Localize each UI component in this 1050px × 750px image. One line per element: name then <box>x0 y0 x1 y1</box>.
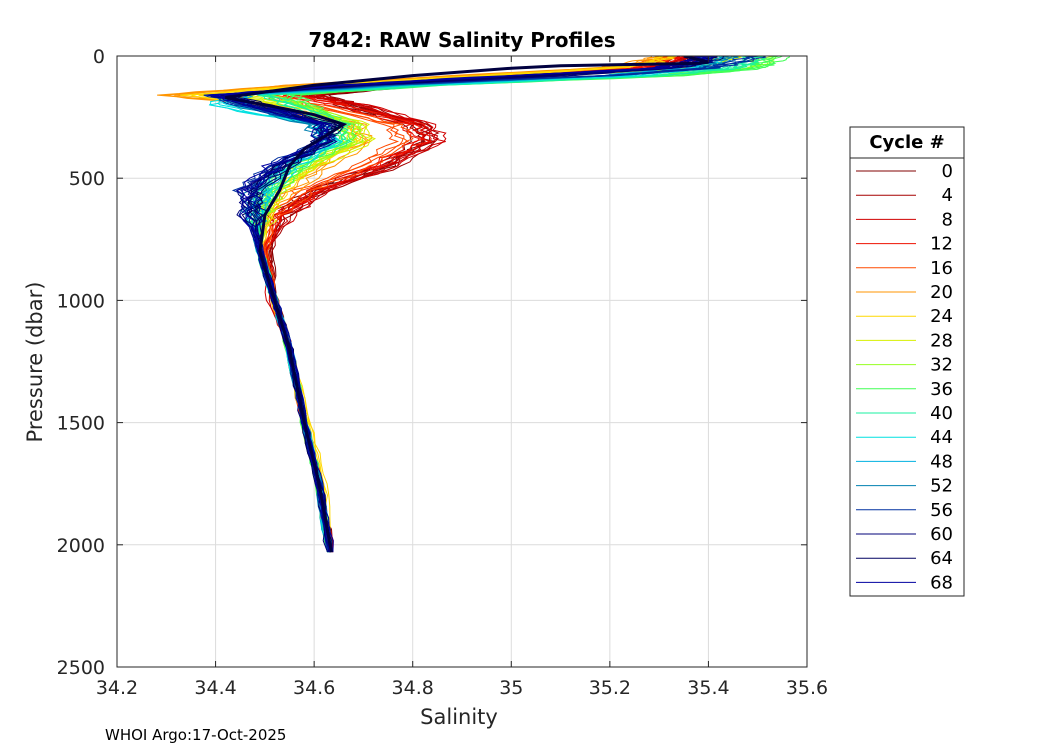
legend-entry-48: 48 <box>930 451 953 472</box>
highlight-profile-line <box>225 56 709 553</box>
legend-entry-40: 40 <box>930 403 953 424</box>
y-tick-label: 2500 <box>57 657 105 679</box>
axes-frame <box>116 55 808 668</box>
y-tick-label: 1000 <box>57 290 105 312</box>
x-tick-label: 35.2 <box>589 677 631 699</box>
x-tick-label: 35 <box>499 677 523 699</box>
legend-entry-8: 8 <box>942 209 953 230</box>
legend-entry-28: 28 <box>930 330 953 351</box>
axes-background <box>117 56 807 667</box>
x-axis-label: Salinity <box>420 705 498 729</box>
legend-entry-12: 12 <box>930 234 953 255</box>
x-tick-label: 34.6 <box>293 677 335 699</box>
legend-box <box>849 126 965 597</box>
y-tick-label: 0 <box>93 46 105 68</box>
plot-area: 34.2 34.4 34.6 34.8 35 35.2 35.4 35.6 0 500 1000 15… <box>57 46 829 699</box>
legend-title: Cycle # <box>869 132 944 153</box>
x-tick-label: 35.4 <box>687 677 729 699</box>
x-tick-label: 34.2 <box>96 677 138 699</box>
legend-entry-44: 44 <box>930 427 953 448</box>
y-axis-label: Pressure (dbar) <box>23 282 47 443</box>
footer-stamp: WHOI Argo:17-Oct-2025 <box>105 726 286 744</box>
x-tick-label: 34.4 <box>194 677 236 699</box>
series-line-68 <box>223 56 718 553</box>
y-tick-label: 500 <box>69 168 105 190</box>
legend-entry-36: 36 <box>930 379 953 400</box>
y-tick-label: 2000 <box>57 535 105 557</box>
legend-entry-32: 32 <box>930 355 953 376</box>
legend-entry-52: 52 <box>930 476 953 497</box>
x-tick-label: 34.8 <box>392 677 434 699</box>
x-tick-label: 35.6 <box>786 677 828 699</box>
chart-title: 7842: RAW Salinity Profiles <box>308 28 615 52</box>
legend-entry-64: 64 <box>930 548 953 569</box>
legend-entry-20: 20 <box>930 282 953 303</box>
legend-entry-0: 0 <box>942 161 953 182</box>
legend-entry-68: 68 <box>930 572 953 593</box>
series-group <box>157 56 790 553</box>
legend-entry-4: 4 <box>942 185 953 206</box>
legend-entry-56: 56 <box>930 500 953 521</box>
legend-entry-16: 16 <box>930 258 953 279</box>
legend-entry-60: 60 <box>930 524 953 545</box>
y-tick-label: 1500 <box>57 413 105 435</box>
legend-entry-24: 24 <box>930 306 953 327</box>
